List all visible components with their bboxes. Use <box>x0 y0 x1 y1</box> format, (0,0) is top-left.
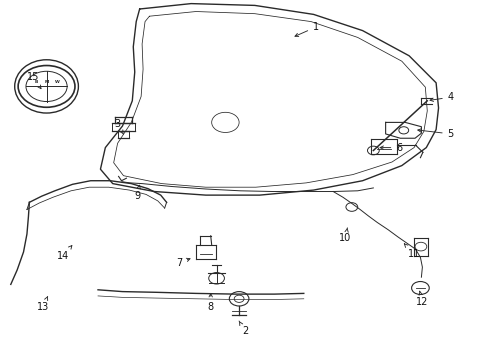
Text: W: W <box>54 80 59 84</box>
Text: 13: 13 <box>37 296 49 312</box>
Text: 14: 14 <box>56 246 72 261</box>
Text: 11: 11 <box>404 244 420 259</box>
Text: 6: 6 <box>380 143 402 153</box>
Text: 12: 12 <box>416 291 429 307</box>
Text: M: M <box>45 80 49 84</box>
Text: B: B <box>35 80 38 84</box>
Text: 2: 2 <box>239 321 248 336</box>
Text: 15: 15 <box>27 72 41 89</box>
Text: 7: 7 <box>176 258 190 268</box>
Text: 3: 3 <box>115 119 123 134</box>
Text: 4: 4 <box>430 92 454 102</box>
Text: 10: 10 <box>339 228 352 243</box>
Text: 5: 5 <box>418 129 454 139</box>
Text: 1: 1 <box>295 22 319 36</box>
Text: 8: 8 <box>208 294 214 312</box>
Text: 9: 9 <box>134 185 141 201</box>
